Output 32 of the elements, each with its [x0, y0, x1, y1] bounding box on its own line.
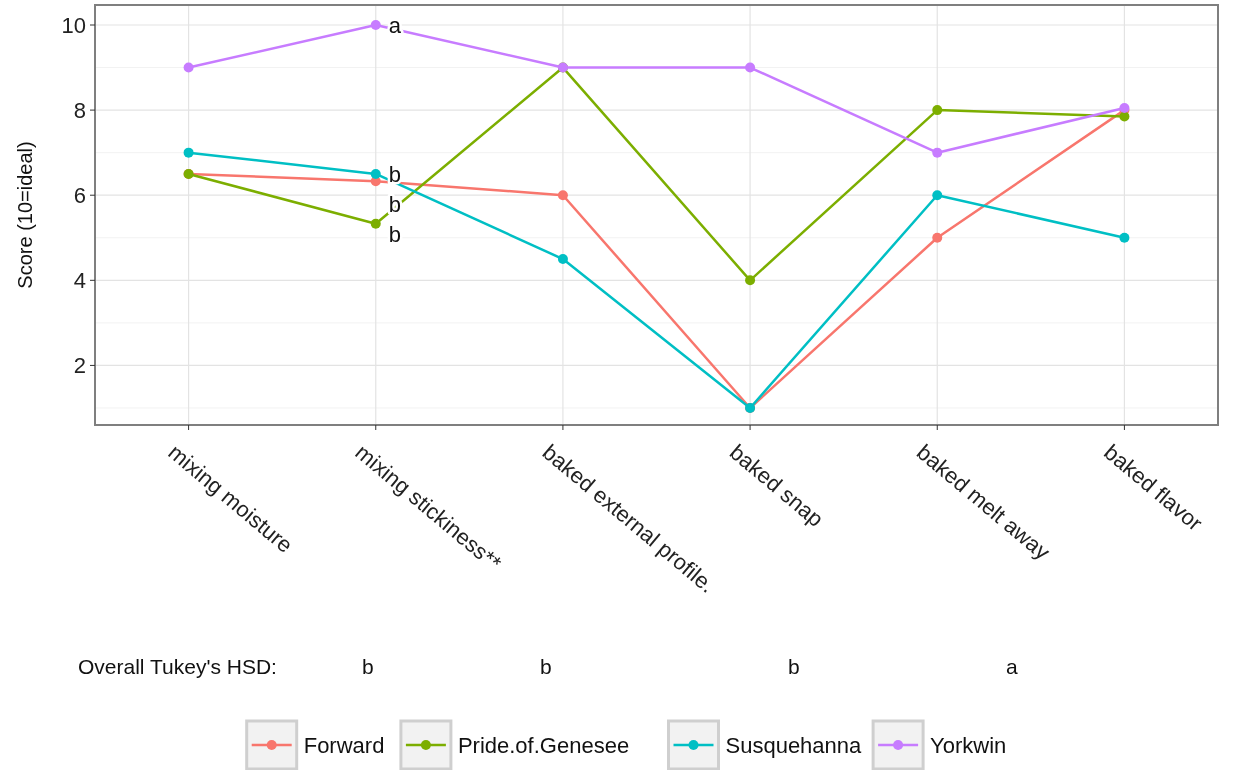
- y-tick-label: 2: [73, 353, 86, 379]
- point: [183, 147, 194, 158]
- legend-label: Susquehanna: [725, 732, 863, 758]
- point: [183, 62, 194, 73]
- point: [557, 254, 568, 265]
- annotation: b: [388, 161, 401, 187]
- point: [370, 20, 381, 30]
- y-tick-label: 4: [73, 268, 86, 294]
- annotation: b: [388, 221, 401, 247]
- text: a: [1006, 655, 1018, 678]
- y-tick-label: 10: [61, 12, 86, 38]
- text: Overall Tukey's HSD:: [78, 655, 277, 678]
- legend-label: Pride.of.Genesee: [457, 732, 630, 758]
- text: b: [362, 655, 374, 678]
- point: [370, 168, 381, 179]
- text: b: [540, 655, 552, 678]
- point: [932, 147, 943, 158]
- point: [745, 62, 756, 73]
- y-tick-label: 8: [73, 97, 86, 123]
- text: b: [788, 655, 800, 678]
- y-axis-title: Score (10=ideal): [14, 141, 36, 289]
- point: [932, 190, 943, 201]
- y-tick-label: 6: [73, 182, 86, 208]
- point: [370, 218, 381, 229]
- point: [557, 190, 568, 201]
- point: [745, 275, 756, 286]
- annotation: a: [388, 13, 402, 38]
- point: [1119, 232, 1130, 243]
- legend-label: Yorkwin: [930, 732, 1007, 758]
- point: [932, 105, 943, 116]
- point: [932, 232, 943, 243]
- legend-label: Forward: [303, 732, 385, 758]
